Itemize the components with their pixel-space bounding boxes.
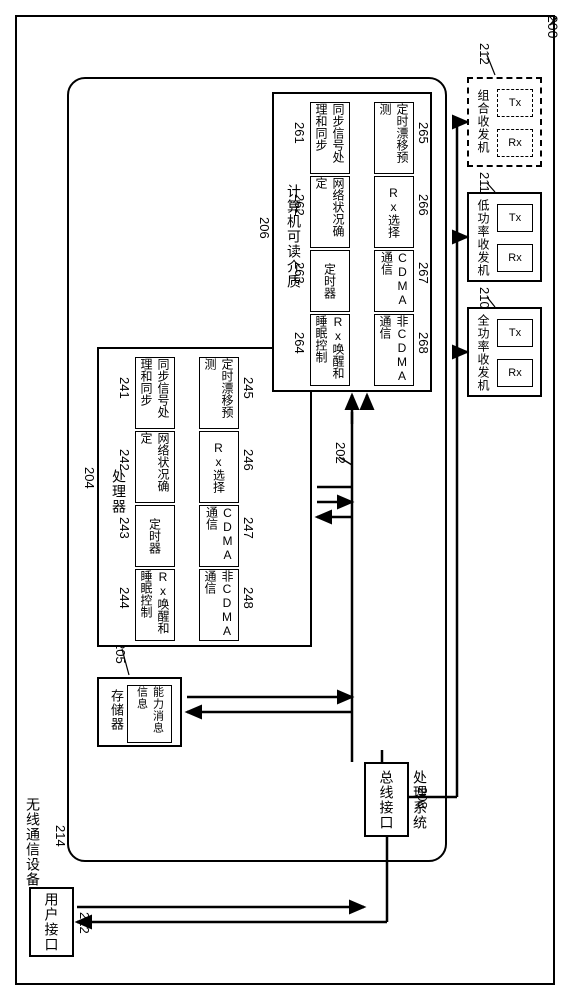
n243: 243 xyxy=(117,517,132,539)
t212-rx: Rx xyxy=(497,129,533,157)
t210-rx: Rx xyxy=(497,359,533,387)
n248: 248 xyxy=(241,587,256,609)
t210-label: 全功率收发机 xyxy=(475,314,492,392)
cell-263: 定时器 xyxy=(310,250,350,312)
n245: 245 xyxy=(241,377,256,399)
cell-268: 非CDMA通信 xyxy=(374,314,414,386)
n261: 261 xyxy=(292,122,307,144)
n264: 264 xyxy=(292,332,307,354)
user-if-label: 用户接口 xyxy=(42,892,62,952)
n263: 263 xyxy=(292,262,307,284)
cell-265: 定时漂移预测 xyxy=(374,102,414,174)
ps-num: 214 xyxy=(53,825,68,847)
bus-if-label: 总线接口 xyxy=(377,770,397,830)
n267: 267 xyxy=(416,262,431,284)
cell-241: 同步信号处理和同步 xyxy=(135,357,175,429)
cell-245: 定时漂移预测 xyxy=(199,357,239,429)
cell-264: Rx唤醒和睡眠控制 xyxy=(310,314,350,386)
n242: 242 xyxy=(117,449,132,471)
outer-number: 200 xyxy=(545,15,561,38)
cell-248: 非CDMA通信 xyxy=(199,569,239,641)
bus-if-num: 208 xyxy=(415,787,430,809)
lowpower-trx-box: 低功率收发机 Tx Rx xyxy=(467,192,542,282)
t211-label: 低功率收发机 xyxy=(475,199,492,277)
n247: 247 xyxy=(241,517,256,539)
n266: 266 xyxy=(416,194,431,216)
n268: 268 xyxy=(416,332,431,354)
cell-247: CDMA通信 xyxy=(199,505,239,567)
cell-266: Rx选择 xyxy=(374,176,414,248)
t211-num: 211 xyxy=(477,172,492,193)
memory-content-box: 能力消息信息 xyxy=(127,685,172,743)
t211-rx: Rx xyxy=(497,244,533,272)
t211-tx: Tx xyxy=(497,204,533,232)
wireless-device-box: 200 无线通信设备 处理系统 214 存储器 能力消息信息 205 处理器 2… xyxy=(15,15,555,985)
memory-label: 存储器 xyxy=(107,689,126,731)
user-interface-box: 用户接口 xyxy=(29,887,74,957)
cell-244: Rx唤醒和睡眠控制 xyxy=(135,569,175,641)
t210-tx: Tx xyxy=(497,319,533,347)
n265: 265 xyxy=(416,122,431,144)
cell-261: 同步信号处理和同步 xyxy=(310,102,350,174)
combined-trx-box: 组合收发机 Tx Rx xyxy=(467,77,542,167)
cell-242: 网络状况确定 xyxy=(135,431,175,503)
user-if-num: 212 xyxy=(77,912,92,934)
cell-262: 网络状况确定 xyxy=(310,176,350,248)
memory-content: 能力消息信息 xyxy=(134,686,166,742)
medium-num: 206 xyxy=(257,217,272,239)
cell-246: Rx选择 xyxy=(199,431,239,503)
n244: 244 xyxy=(117,587,132,609)
t212-num: 212 xyxy=(477,43,492,65)
fullpower-trx-box: 全功率收发机 Tx Rx xyxy=(467,307,542,397)
bus-num: 202 xyxy=(333,442,348,464)
processor-num: 204 xyxy=(82,467,97,489)
n246: 246 xyxy=(241,449,256,471)
cell-243: 定时器 xyxy=(135,505,175,567)
t212-tx: Tx xyxy=(497,89,533,117)
t212-label: 组合收发机 xyxy=(475,89,492,154)
bus-interface-box: 总线接口 xyxy=(364,762,409,837)
n262: 262 xyxy=(292,194,307,216)
processor-label: 处理器 xyxy=(109,469,129,514)
n241: 241 xyxy=(117,377,132,399)
t210-num: 210 xyxy=(477,287,492,309)
cell-267: CDMA通信 xyxy=(374,250,414,312)
outer-label: 无线通信设备 xyxy=(23,797,43,887)
memory-box: 存储器 能力消息信息 xyxy=(97,677,182,747)
